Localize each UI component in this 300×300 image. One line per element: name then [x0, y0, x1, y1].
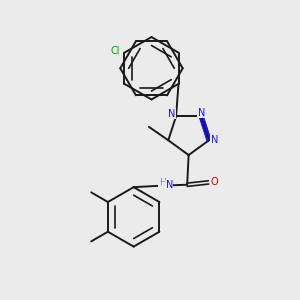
- Text: N: N: [211, 135, 218, 145]
- Text: N: N: [168, 109, 175, 119]
- Text: N: N: [211, 135, 218, 145]
- Text: Cl: Cl: [111, 46, 120, 56]
- Text: H: H: [159, 178, 166, 187]
- Text: O: O: [210, 177, 218, 188]
- Text: N: N: [166, 180, 173, 190]
- Text: N: N: [197, 108, 205, 118]
- Text: N: N: [166, 180, 173, 190]
- Text: Cl: Cl: [111, 46, 120, 56]
- Text: O: O: [210, 177, 218, 188]
- Text: N: N: [168, 109, 175, 119]
- Text: N: N: [197, 108, 205, 118]
- Text: H: H: [159, 178, 166, 187]
